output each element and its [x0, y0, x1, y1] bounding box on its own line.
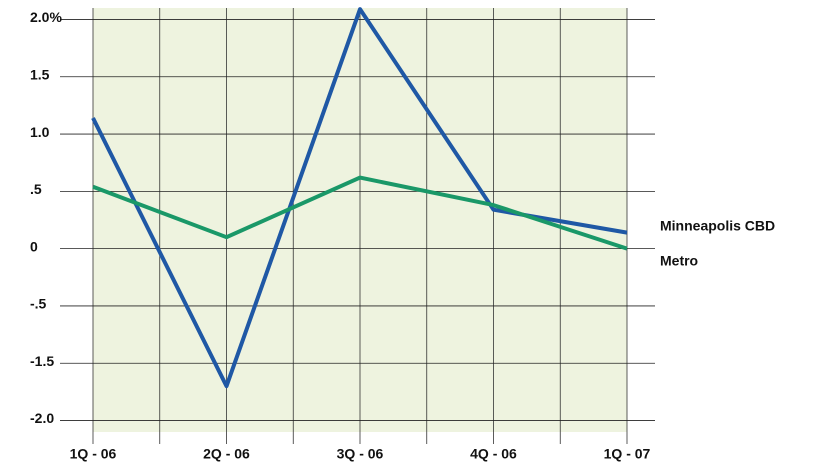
- y-tick-label: -.5: [30, 296, 47, 312]
- x-tick-label: 2Q - 06: [203, 446, 250, 462]
- y-tick-label: -1.5: [30, 353, 54, 369]
- y-tick-label: 1.0: [30, 124, 50, 140]
- y-tick-label: .5: [30, 181, 42, 197]
- x-tick-label: 1Q - 07: [604, 446, 651, 462]
- x-tick-label: 4Q - 06: [470, 446, 517, 462]
- legend-label: Metro: [660, 253, 698, 269]
- y-tick-label: 1.5: [30, 66, 50, 82]
- line-series: [91, 7, 628, 389]
- y-tick-label: -2.0: [30, 410, 54, 426]
- y-tick-label: 0: [30, 238, 38, 254]
- x-tick-label: 3Q - 06: [337, 446, 384, 462]
- y-tick-label: 2.0%: [30, 9, 62, 25]
- legend-label: Minneapolis CBD: [660, 218, 775, 234]
- x-tick-label: 1Q - 06: [70, 446, 117, 462]
- line-series: [92, 175, 628, 251]
